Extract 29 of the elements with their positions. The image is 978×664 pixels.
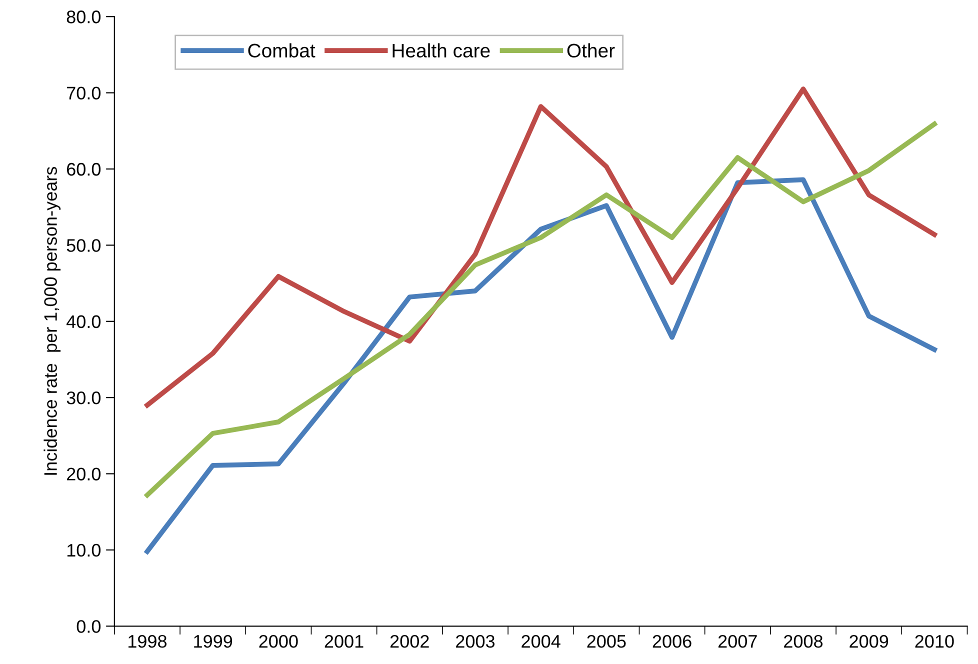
x-tick-label: 2004 — [522, 634, 560, 648]
line-series — [144, 177, 937, 554]
y-tick-label: 80.0 — [66, 10, 101, 24]
y-tick-label: 60.0 — [67, 162, 101, 176]
x-tick-label: 2002 — [390, 634, 429, 648]
x-tick-label: 2009 — [850, 634, 888, 648]
y-tick-label: 20.0 — [67, 468, 101, 480]
x-tick-label: 2006 — [652, 634, 692, 648]
legend-label: Combat — [248, 43, 316, 58]
y-tick-label: 40.0 — [66, 315, 101, 328]
y-tick-label: 10.0 — [67, 544, 101, 557]
line-series — [144, 86, 937, 408]
y-axis-title: Incidence rate per 1,000 person-years — [44, 166, 61, 475]
legend-label: Other — [567, 43, 615, 58]
x-tick-label: 2007 — [718, 634, 757, 648]
y-tick-label: 70.0 — [67, 86, 101, 100]
x-tick-label: 2001 — [324, 634, 364, 648]
line-series — [144, 122, 937, 498]
x-tick-label: 2010 — [915, 634, 954, 648]
legend-label: Health care — [392, 43, 490, 58]
x-tick-label: 2000 — [259, 634, 298, 648]
x-tick-label: 1998 — [128, 634, 167, 648]
x-tick-label: 2008 — [784, 634, 823, 648]
y-tick-label: 30.0 — [66, 392, 101, 404]
x-tick-label: 1999 — [194, 634, 232, 648]
x-tick-label: 2005 — [587, 634, 626, 648]
y-tick-label: 50.0 — [66, 239, 101, 252]
y-tick-label: 0.0 — [76, 620, 101, 633]
x-tick-label: 2003 — [456, 634, 495, 648]
